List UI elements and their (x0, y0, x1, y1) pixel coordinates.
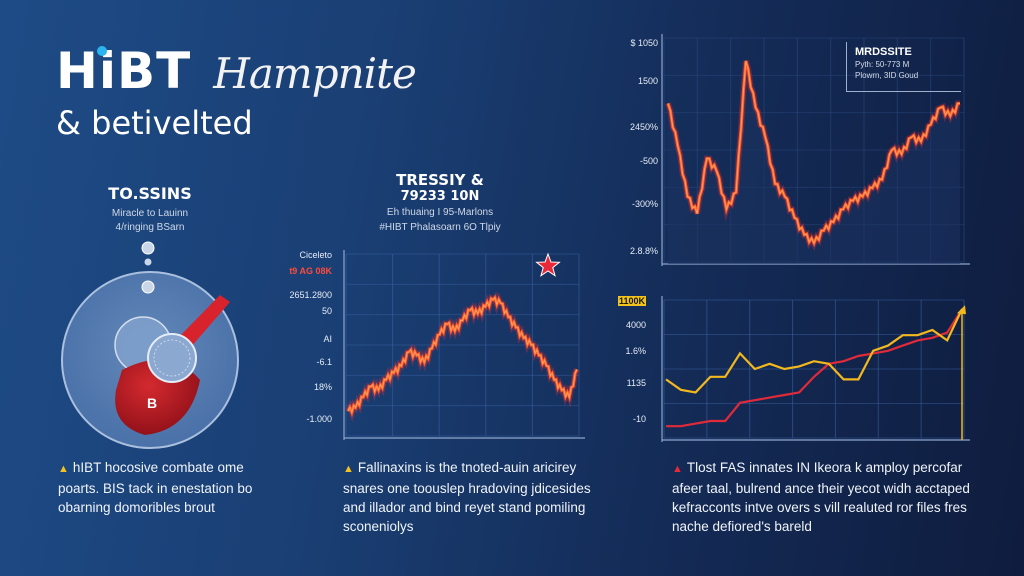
paragraph-text: hIBT hocosive combate ome poarts. BIS ta… (58, 460, 253, 515)
bulb-badge: B (147, 395, 157, 411)
y-tick-label: -500 (639, 156, 658, 166)
left-panel-subline: Miracle to Lauinn (111, 208, 189, 219)
paragraph-text: Tlost FAS innates IN Ikeora k amploy per… (672, 460, 970, 534)
y-tick-label: -300% (631, 199, 658, 209)
y-tick-label: $ 1050 (630, 38, 658, 48)
paragraph-text: Fallinaxins is the tnoted-auin aricirey … (343, 460, 591, 534)
left-panel-title: TO.SSINS (108, 184, 192, 203)
y-tick-label: 1135 (626, 378, 646, 388)
y-tick-label: -10 (632, 414, 646, 424)
brand-script: Hampnite (213, 49, 417, 98)
y-tick-label: -6.1 (316, 357, 332, 367)
y-tick-label: 1500 (637, 76, 658, 86)
y-tick-label: 50 (321, 306, 332, 316)
middle-line-chart (343, 250, 585, 440)
info-paragraph: ▲ Fallinaxins is the tnoted-auin aricirey… (343, 458, 613, 536)
y-tick-label: 2450% (629, 122, 658, 132)
bottom-right-line-chart (661, 296, 970, 442)
y-tick-label: 1.6% (625, 346, 646, 356)
page-subtitle: & betivelted (56, 104, 253, 142)
legend-entry: Pyth: 50-773 M (855, 60, 910, 69)
y-tick-label: AI (323, 334, 332, 344)
y-tick-label: 2.8.8% (629, 246, 658, 256)
left-panel-subline: 4/ringing BSarn (115, 222, 185, 233)
brand-name: HiBT (56, 42, 192, 100)
middle-panel-title: TRESSIY & (396, 171, 484, 189)
chart-legend: MRDSSITE Pyth: 50-773 M Plowrn, 3ID Goud (846, 42, 961, 92)
middle-panel-subline: #HIBT Phalasoarn 6O Tlpiy (379, 222, 501, 233)
info-paragraph: ▲ Tlost FAS innates IN Ikeora k amploy pe… (672, 458, 972, 536)
brand-logo: HiBT (56, 42, 191, 100)
middle-panel-value: 79233 10N (400, 189, 480, 204)
y-tick-label: 1100K (618, 296, 646, 306)
y-tick-label: Ciceleto (299, 250, 332, 260)
brand-header: HiBT Hampnite (56, 42, 417, 102)
warning-icon: ▲ (343, 463, 354, 475)
info-paragraph: ▲ hIBT hocosive combate ome poarts. BIS t… (58, 458, 288, 517)
pipette-stem-icon (178, 295, 230, 348)
mesh-lens-icon (147, 333, 197, 383)
y-tick-label: 2651.2800 (289, 290, 332, 300)
bubble-icon (144, 258, 152, 266)
warning-icon: ▲ (58, 463, 69, 475)
y-tick-label: -1.000 (306, 414, 332, 424)
bubble-icon (141, 280, 155, 294)
y-tick-label: 18% (313, 382, 332, 392)
top-right-line-chart (661, 34, 970, 266)
brand-dot-icon (97, 46, 107, 56)
legend-entry: Plowrn, 3ID Goud (855, 71, 919, 80)
flask-illustration: B (61, 241, 239, 449)
legend-title: MRDSSITE (855, 46, 912, 58)
y-tick-label: 4000 (625, 320, 646, 330)
star-icon (535, 252, 561, 277)
middle-panel-subline: Eh thuaing I 95-Marlons (386, 207, 494, 218)
y-tick-label: t9 AG 08K (289, 266, 332, 276)
warning-icon: ▲ (672, 463, 683, 475)
bubble-icon (141, 241, 155, 255)
